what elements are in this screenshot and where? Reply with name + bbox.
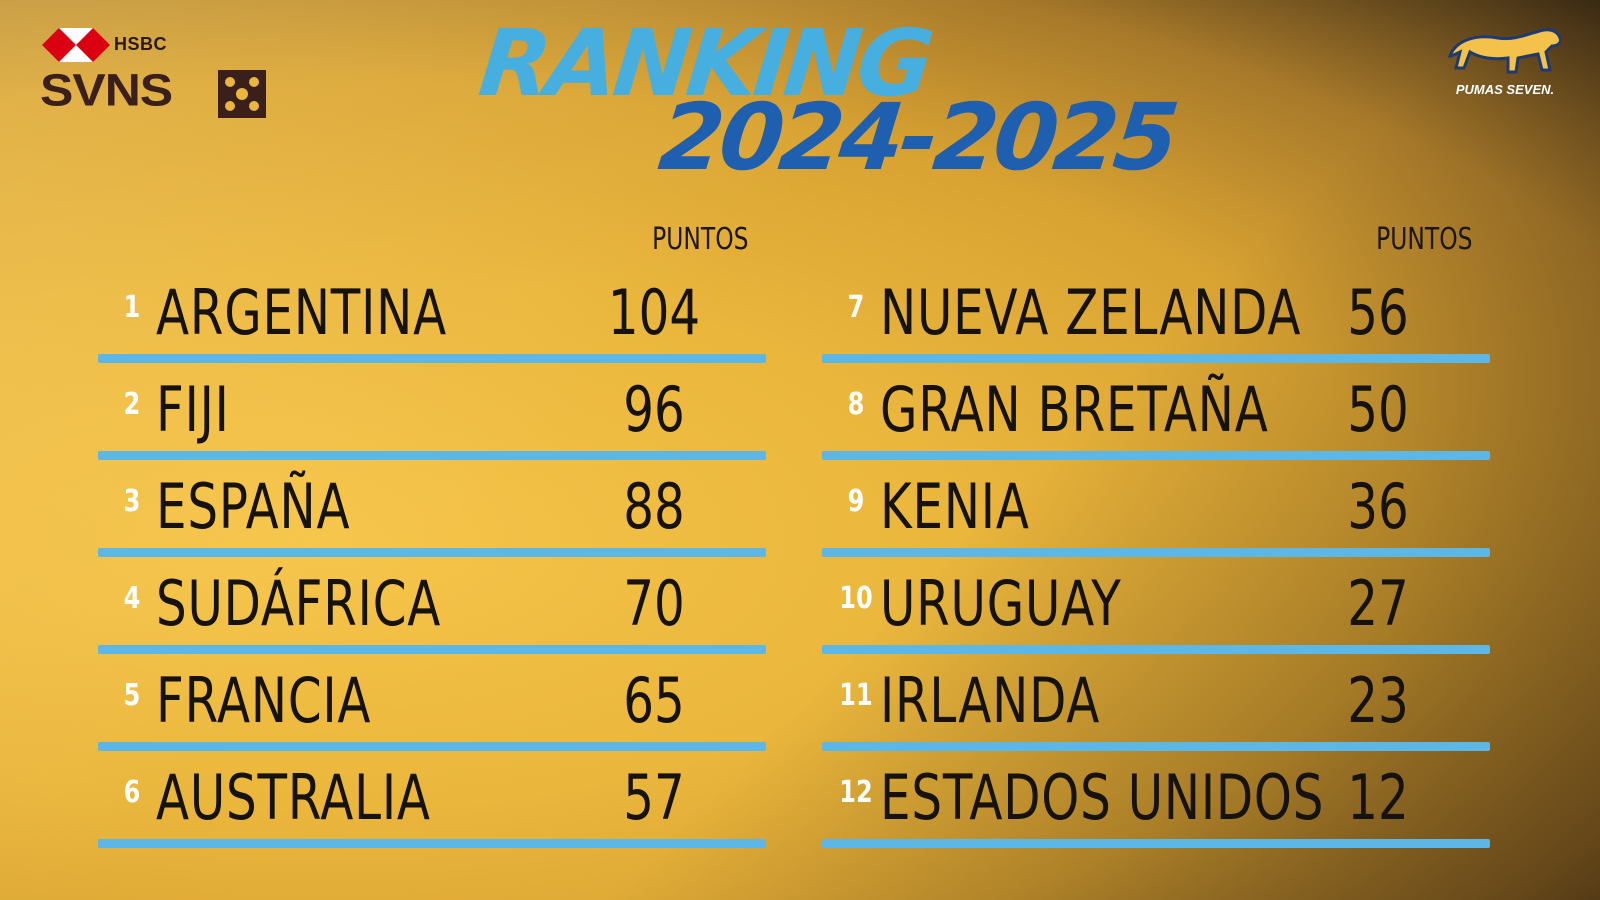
- team-name: SUDÁFRICA: [156, 567, 442, 640]
- team-points: 65: [623, 664, 685, 737]
- rank-number: 6: [123, 775, 141, 810]
- team-points: 88: [623, 470, 685, 543]
- rank-number: 2: [123, 387, 141, 422]
- row-divider: [822, 645, 1490, 654]
- rank-number: 4: [123, 581, 141, 616]
- team-points: 57: [623, 761, 685, 834]
- hsbc-hexagon-icon: [42, 28, 110, 62]
- ranking-row: 9 KENIA 36: [822, 462, 1492, 558]
- rank-number: 5: [123, 678, 141, 713]
- team-points: 104: [607, 276, 701, 349]
- team-name: ESPAÑA: [156, 470, 351, 543]
- team-name: AUSTRALIA: [156, 761, 431, 834]
- team-points: 12: [1347, 761, 1409, 834]
- row-divider: [822, 742, 1490, 751]
- ranking-row: 1 ARGENTINA 104: [98, 268, 768, 364]
- team-points: 70: [623, 567, 685, 640]
- row-divider: [98, 742, 766, 751]
- team-points: 56: [1347, 276, 1409, 349]
- row-divider: [98, 548, 766, 557]
- ranking-row: 11 IRLANDA 23: [822, 656, 1492, 752]
- team-points: 27: [1347, 567, 1409, 640]
- team-points: 23: [1347, 664, 1409, 737]
- team-name: ARGENTINA: [156, 276, 447, 349]
- rank-number: 10: [839, 581, 873, 616]
- title-season: 2024-2025: [654, 84, 1180, 191]
- points-header: PUNTOS: [651, 222, 748, 257]
- rank-number: 7: [847, 290, 865, 325]
- row-divider: [98, 451, 766, 460]
- row-divider: [822, 354, 1490, 363]
- puma-icon: [1447, 28, 1562, 74]
- svns-flower-icon: [218, 70, 266, 118]
- hsbc-label: HSBC: [114, 34, 168, 54]
- ranking-row: 3 ESPAÑA 88: [98, 462, 768, 558]
- rank-number: 11: [839, 678, 873, 713]
- ranking-row: 10 URUGUAY 27: [822, 559, 1492, 655]
- team-points: 50: [1347, 373, 1409, 446]
- points-header: PUNTOS: [1375, 222, 1472, 257]
- ranking-row: 4 SUDÁFRICA 70: [98, 559, 768, 655]
- team-name: ESTADOS UNIDOS: [880, 761, 1325, 834]
- pumas-label: PUMAS SEVEN.: [1455, 82, 1555, 97]
- ranking-row: 8 GRAN BRETAÑA 50: [822, 365, 1492, 461]
- rank-number: 12: [839, 775, 873, 810]
- team-name: FIJI: [156, 373, 230, 446]
- row-divider: [822, 451, 1490, 460]
- team-points: 36: [1347, 470, 1409, 543]
- ranking-row: 7 NUEVA ZELANDA 56: [822, 268, 1492, 364]
- team-name: IRLANDA: [880, 664, 1101, 737]
- ranking-row: 5 FRANCIA 65: [98, 656, 768, 752]
- rank-number: 8: [847, 387, 865, 422]
- team-points: 96: [623, 373, 685, 446]
- row-divider: [98, 839, 766, 848]
- rank-number: 9: [847, 484, 865, 519]
- row-divider: [98, 354, 766, 363]
- team-name: FRANCIA: [156, 664, 372, 737]
- pumas-seven-logo: PUMAS SEVEN.: [1440, 18, 1570, 108]
- team-name: NUEVA ZELANDA: [880, 276, 1302, 349]
- row-divider: [822, 548, 1490, 557]
- team-name: KENIA: [880, 470, 1030, 543]
- ranking-row: 12 ESTADOS UNIDOS 12: [822, 753, 1492, 849]
- svns-wordmark: SVNS: [40, 64, 173, 116]
- ranking-row: 2 FIJI 96: [98, 365, 768, 461]
- team-name: GRAN BRETAÑA: [880, 373, 1269, 446]
- row-divider: [98, 645, 766, 654]
- ranking-row: 6 AUSTRALIA 57: [98, 753, 768, 849]
- rank-number: 3: [123, 484, 141, 519]
- svns-logo: HSBC SVNS: [40, 28, 270, 118]
- row-divider: [822, 839, 1490, 848]
- team-name: URUGUAY: [880, 567, 1122, 640]
- rank-number: 1: [123, 290, 141, 325]
